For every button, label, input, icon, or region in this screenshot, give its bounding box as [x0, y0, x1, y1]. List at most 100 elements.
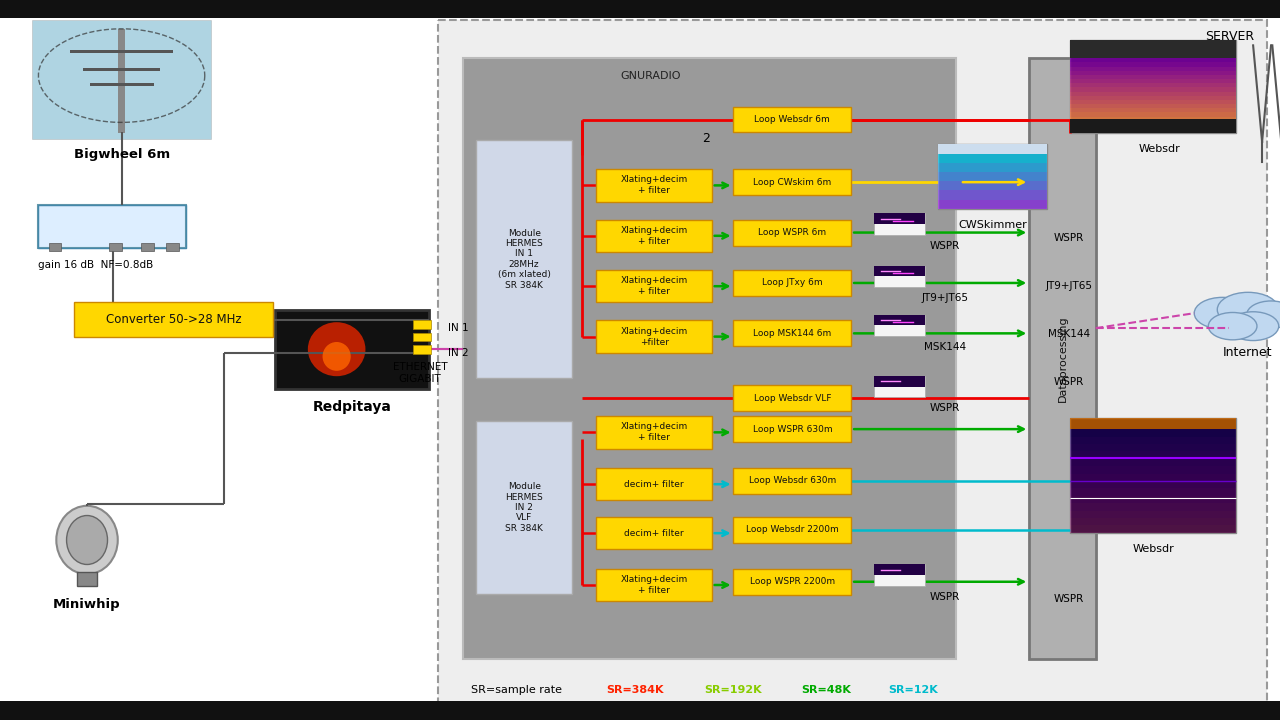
Bar: [733, 569, 851, 595]
Ellipse shape: [56, 505, 118, 575]
Bar: [938, 181, 1047, 190]
Text: Loop Websdr VLF: Loop Websdr VLF: [754, 394, 831, 402]
Bar: [1070, 71, 1236, 75]
Bar: [874, 376, 925, 397]
Text: Internet: Internet: [1224, 346, 1272, 359]
Bar: [1070, 125, 1236, 129]
Bar: [32, 20, 211, 139]
Bar: [1070, 67, 1236, 71]
Text: Module
HERMES
IN 2
VLF
SR 384K: Module HERMES IN 2 VLF SR 384K: [506, 482, 543, 533]
Text: WSPR: WSPR: [929, 240, 960, 251]
Text: Loop CWskim 6m: Loop CWskim 6m: [753, 178, 832, 186]
Text: Xlating+decim
+ filter: Xlating+decim + filter: [621, 176, 687, 195]
Bar: [77, 572, 97, 586]
Text: Xlating+decim
+ filter: Xlating+decim + filter: [621, 575, 687, 595]
Bar: [874, 213, 925, 224]
Text: Loop Websdr 6m: Loop Websdr 6m: [754, 115, 831, 124]
Bar: [938, 144, 1047, 154]
Text: IN 1: IN 1: [448, 323, 468, 333]
Text: SR=384K: SR=384K: [607, 685, 664, 695]
Bar: [596, 169, 712, 202]
Text: Module
HERMES
IN 1
28MHz
(6m xlated)
SR 384K: Module HERMES IN 1 28MHz (6m xlated) SR …: [498, 229, 550, 289]
Circle shape: [1228, 312, 1279, 341]
Bar: [938, 153, 1047, 163]
Bar: [1070, 100, 1236, 104]
Bar: [596, 320, 712, 353]
Bar: [938, 144, 1047, 153]
Bar: [733, 107, 851, 132]
Bar: [1070, 75, 1236, 79]
Bar: [1070, 119, 1236, 133]
Bar: [938, 163, 1047, 172]
Ellipse shape: [323, 342, 351, 371]
Bar: [1070, 526, 1236, 533]
Text: Loop JTxy 6m: Loop JTxy 6m: [762, 279, 823, 287]
Bar: [1070, 87, 1236, 91]
Bar: [1070, 117, 1236, 121]
Bar: [1070, 466, 1236, 474]
Circle shape: [1194, 297, 1251, 329]
Bar: [733, 270, 851, 296]
Text: Loop MSK144 6m: Loop MSK144 6m: [753, 329, 832, 338]
Bar: [0, 701, 1280, 720]
Bar: [1070, 129, 1236, 133]
Bar: [1070, 503, 1236, 510]
Text: WSPR: WSPR: [929, 592, 960, 602]
Bar: [1070, 84, 1236, 87]
Bar: [1070, 121, 1236, 125]
Bar: [938, 144, 1047, 209]
Bar: [1070, 444, 1236, 451]
Bar: [1070, 40, 1236, 58]
Bar: [1070, 96, 1236, 100]
Bar: [90, 83, 154, 86]
Bar: [1070, 58, 1236, 63]
Text: SR=192K: SR=192K: [704, 685, 762, 695]
Text: decim+ filter: decim+ filter: [625, 480, 684, 489]
Bar: [1070, 451, 1236, 459]
Text: SERVER: SERVER: [1206, 30, 1254, 42]
Bar: [938, 190, 1047, 199]
Text: SR=48K: SR=48K: [801, 685, 851, 695]
Bar: [275, 310, 429, 389]
Bar: [1070, 429, 1236, 436]
Bar: [596, 416, 712, 449]
Text: WSPR: WSPR: [929, 403, 960, 413]
Text: SR=12K: SR=12K: [888, 685, 938, 695]
Text: gain 16 dB  NF=0.8dB: gain 16 dB NF=0.8dB: [38, 260, 154, 270]
Text: Loop Websdr 630m: Loop Websdr 630m: [749, 477, 836, 485]
Bar: [1029, 58, 1096, 659]
Text: CWSkimmer: CWSkimmer: [959, 220, 1027, 230]
Bar: [166, 243, 179, 251]
Bar: [874, 213, 925, 235]
Text: GNURADIO: GNURADIO: [621, 71, 681, 81]
Text: Loop WSPR 2200m: Loop WSPR 2200m: [750, 577, 835, 586]
Bar: [141, 243, 154, 251]
Text: Dataprocessing: Dataprocessing: [1057, 315, 1068, 402]
Bar: [874, 564, 925, 586]
Text: ETHERNET
GIGABIT: ETHERNET GIGABIT: [393, 362, 447, 384]
Bar: [0, 0, 1280, 18]
Bar: [596, 468, 712, 500]
Text: Xlating+decim
+filter: Xlating+decim +filter: [621, 327, 687, 346]
Bar: [596, 569, 712, 601]
Text: Converter 50->28 MHz: Converter 50->28 MHz: [106, 313, 241, 326]
Bar: [733, 385, 851, 411]
Text: WSPR: WSPR: [1053, 377, 1084, 387]
Bar: [70, 50, 173, 53]
Text: IN 2: IN 2: [448, 348, 468, 358]
Bar: [38, 205, 186, 248]
Bar: [1070, 108, 1236, 112]
Bar: [83, 68, 160, 71]
Bar: [1070, 518, 1236, 526]
Text: Bigwheel 6m: Bigwheel 6m: [73, 148, 170, 161]
Ellipse shape: [67, 516, 108, 564]
Text: Websdr: Websdr: [1139, 144, 1180, 154]
Bar: [438, 20, 1267, 704]
Bar: [1070, 112, 1236, 117]
Text: JT9+JT65: JT9+JT65: [1046, 281, 1092, 291]
Bar: [1070, 40, 1236, 133]
Circle shape: [1208, 312, 1257, 340]
Bar: [733, 468, 851, 494]
Bar: [109, 243, 122, 251]
Text: Xlating+decim
+ filter: Xlating+decim + filter: [621, 423, 687, 442]
